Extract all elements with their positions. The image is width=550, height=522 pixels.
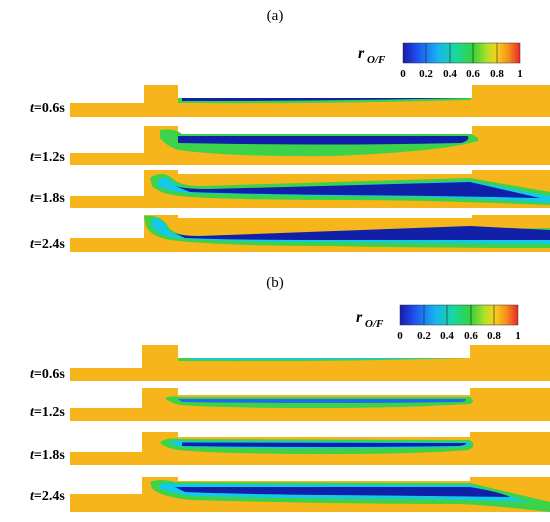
legend-subscript-b: O/F (365, 318, 384, 330)
tick-b-3: 0.6 (464, 330, 478, 342)
panel-b: (b) r O/F 0 0.2 0.4 0.6 0.8 1 t=0.6s (30, 275, 550, 512)
time-label: t (30, 191, 35, 206)
time-value: =0.6s (34, 101, 65, 116)
tick-b-4: 0.8 (487, 330, 501, 342)
tick-a-4: 0.8 (490, 68, 504, 80)
tick-b-2: 0.4 (440, 330, 454, 342)
colorbar-a (402, 42, 521, 64)
tick-a-3: 0.6 (466, 68, 480, 80)
tick-a-2: 0.4 (443, 68, 457, 80)
time-value: =2.4s (34, 237, 65, 252)
oxidizer-core (178, 136, 469, 145)
colorbar-dividers-b (423, 305, 495, 325)
colorbar-legend-b: r O/F 0 0.2 0.4 0.6 0.8 1 (356, 304, 521, 342)
oxidizer-core (190, 358, 460, 360)
time-value: =1.8s (34, 448, 65, 463)
oxidizer-core (182, 442, 466, 447)
oxidizer-core (182, 98, 468, 101)
oxidizer-core (175, 487, 510, 497)
legend-symbol-a: r (358, 45, 365, 62)
tick-b-5: 1 (515, 330, 521, 342)
tick-b-1: 0.2 (417, 330, 431, 342)
colorbar-b (399, 304, 519, 326)
svg-text:t=2.4s: t=2.4s (30, 237, 65, 252)
contour-row-b1: t=0.6s (30, 345, 550, 382)
time-label: t (30, 489, 35, 504)
svg-text:t=0.6s: t=0.6s (30, 101, 65, 116)
time-label: t (30, 448, 35, 463)
panel-tag-a: (a) (267, 8, 284, 24)
svg-text:t=1.8s: t=1.8s (30, 448, 65, 463)
colorbar-legend-a: r O/F 0 0.2 0.4 0.6 0.8 1 (358, 42, 523, 80)
legend-symbol-b: r (356, 309, 363, 326)
tick-a-0: 0 (400, 68, 406, 80)
svg-text:t=2.4s: t=2.4s (30, 489, 65, 504)
legend-subscript-a: O/F (367, 54, 386, 66)
time-value: =2.4s (34, 489, 65, 504)
tick-a-1: 0.2 (419, 68, 433, 80)
svg-text:t=1.2s: t=1.2s (30, 405, 65, 420)
oxidizer-core (172, 226, 550, 240)
contour-row-b4: t=2.4s (30, 477, 550, 512)
contour-row-a4: t=2.4s (30, 215, 550, 252)
time-value: =1.8s (34, 191, 65, 206)
chamber-shape (70, 345, 550, 381)
svg-text:t=1.2s: t=1.2s (30, 150, 65, 165)
time-value: =1.2s (34, 150, 65, 165)
oxidizer-core (175, 182, 540, 198)
contour-row-b3: t=1.8s (30, 432, 550, 465)
contour-row-a3: t=1.8s (30, 170, 550, 208)
time-label: t (30, 405, 35, 420)
svg-text:t=1.8s: t=1.8s (30, 191, 65, 206)
panel-a: (a) r O/F 0 0.2 0.4 0.6 0.8 1 t=0.6s (30, 8, 550, 252)
time-label: t (30, 101, 35, 116)
tick-a-5: 1 (517, 68, 523, 80)
time-label: t (30, 150, 35, 165)
panel-tag-b: (b) (266, 275, 284, 291)
contour-row-a1: t=0.6s (30, 85, 550, 117)
contour-row-a2: t=1.2s (30, 126, 550, 165)
oxidizer-core (178, 399, 466, 403)
time-label: t (30, 237, 35, 252)
tick-b-0: 0 (397, 330, 403, 342)
contour-row-b2: t=1.2s (30, 388, 550, 421)
time-label: t (30, 367, 35, 382)
time-value: =1.2s (34, 405, 65, 420)
colorbar-dividers-a (425, 43, 498, 63)
svg-text:t=0.6s: t=0.6s (30, 367, 65, 382)
time-value: =0.6s (34, 367, 65, 382)
